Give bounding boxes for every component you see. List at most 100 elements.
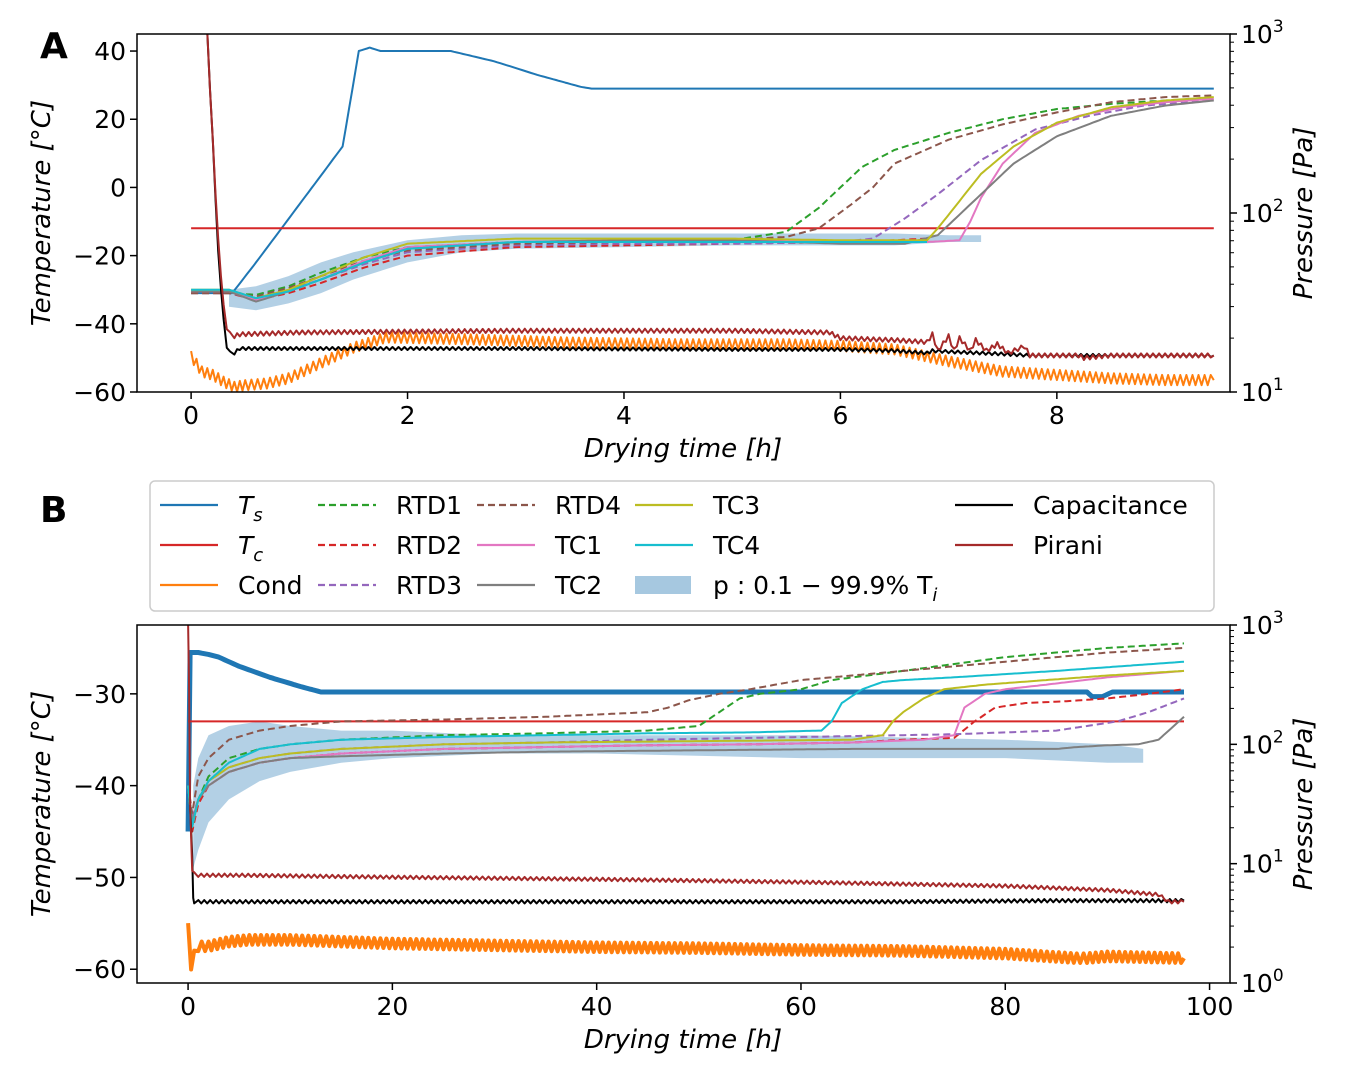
legend-item-tc2-label: TC2 xyxy=(554,571,602,600)
panel-a-series-capacitance xyxy=(206,34,1215,358)
panel-a-series-pirani xyxy=(206,34,1215,361)
legend-item-ts-label-subscript: s xyxy=(253,505,262,526)
panel-a-y-tick-label: −60 xyxy=(73,378,126,407)
panel-a-y-tick-label: 0 xyxy=(110,173,126,202)
panel-b-y-tick-label: −60 xyxy=(73,955,126,984)
legend-item-cond-label-text: Cond xyxy=(238,571,302,600)
panel-a-y-tick-label: 20 xyxy=(94,105,126,134)
panel-b-x-tick-label: 60 xyxy=(785,992,817,1021)
panel-b-y2-tick-label: 100 xyxy=(1241,966,1284,998)
panel-a-x-tick-label: 6 xyxy=(832,401,848,430)
legend-item-tc4-label-text: TC4 xyxy=(712,531,760,560)
legend-item-capacitance-label: Capacitance xyxy=(1033,491,1188,520)
panel-b-y-tick-label: −40 xyxy=(73,772,126,801)
panel-b-y2-tick-exponent: 0 xyxy=(1273,966,1284,986)
legend-item-band-label-text: p : 0.1 − 99.9% T xyxy=(713,571,933,600)
panel-a-x-tick-label: 0 xyxy=(183,401,199,430)
panel-b-y-axis-title: Temperature [°C] xyxy=(27,691,57,917)
panel-a-series-tc4 xyxy=(191,241,927,300)
legend-item-band-swatch xyxy=(635,576,691,594)
panel-a-series-cond xyxy=(190,331,1215,392)
legend-item-rtd4-label: RTD4 xyxy=(555,491,621,520)
legend-item-band-label: p : 0.1 − 99.9% Ti xyxy=(713,571,937,606)
legend-item-rtd4-label-text: RTD4 xyxy=(555,491,621,520)
legend-item-tc-label-subscript: c xyxy=(253,545,263,566)
legend-item-tc-label-text: T xyxy=(238,531,255,560)
panel-a-plot-area xyxy=(190,34,1215,392)
legend-item-tc4-label: TC4 xyxy=(712,531,760,560)
panel-b-series-cond xyxy=(186,922,1186,972)
panel-a-y2-tick-exponent: 3 xyxy=(1273,17,1284,37)
panel-a-x-tick-label: 8 xyxy=(1049,401,1065,430)
panel-a-y-axis-title: Temperature [°C] xyxy=(27,100,57,326)
panel-b-x-tick-label: 0 xyxy=(180,992,196,1021)
legend-item-tc3-label: TC3 xyxy=(712,491,760,520)
panel-a-y2-tick-label: 103 xyxy=(1241,17,1284,49)
panel-b-y2-tick-exponent: 3 xyxy=(1273,608,1284,628)
panel-label-a: A xyxy=(40,26,68,67)
panel-b-series-rtd2 xyxy=(187,688,1185,833)
panel-a-y2-axis-title: Pressure [Pa] xyxy=(1289,127,1319,300)
panel-a-series-tc3 xyxy=(191,96,1214,300)
panel-b-series-ts xyxy=(185,650,1184,832)
panel-a-y2-tick-label: 102 xyxy=(1241,196,1284,228)
panel-b-x-axis-title: Drying time [h] xyxy=(584,1025,782,1055)
legend-item-cond-label: Cond xyxy=(238,571,302,600)
panel-b-series-rtd1 xyxy=(187,642,1185,833)
panel-b-x-tick-label: 40 xyxy=(581,992,613,1021)
legend-item-ts-label: Ts xyxy=(238,491,263,526)
panel-b-series-tc1 xyxy=(187,669,1185,824)
panel-b-y2-tick-label: 101 xyxy=(1241,847,1284,879)
panel-b-y2-tick-exponent: 1 xyxy=(1273,847,1284,867)
panel-b-x-tick-label: 20 xyxy=(376,992,408,1021)
panel-b-frame xyxy=(136,624,1231,984)
legend-item-pirani-label: Pirani xyxy=(1033,531,1103,560)
panel-a-x-tick-label: 2 xyxy=(400,401,416,430)
legend-item-tc1-label-text: TC1 xyxy=(554,531,602,560)
panel-a-chart: 0 2 4 6 8 −60 −40 −20 0 20 40 101 102 103 xyxy=(73,17,1283,430)
panel-b-plot-area xyxy=(185,625,1186,972)
panel-a-y-tick-label: −20 xyxy=(73,242,126,271)
legend-item-tc1-label: TC1 xyxy=(554,531,602,560)
legend-item-capacitance-label-text: Capacitance xyxy=(1033,491,1188,520)
panel-b-y2-tick-label: 102 xyxy=(1241,727,1284,759)
legend-item-ts-label-text: T xyxy=(238,491,255,520)
legend-item-rtd1-label-text: RTD1 xyxy=(396,491,462,520)
panel-a-x-axis-title: Drying time [h] xyxy=(584,434,782,464)
panel-b-ti-band xyxy=(193,721,1144,869)
legend-item-pirani-label-text: Pirani xyxy=(1033,531,1103,560)
panel-b-series-pirani xyxy=(187,625,1185,905)
legend-item-rtd1-label: RTD1 xyxy=(396,491,462,520)
legend-item-tc-label: Tc xyxy=(238,531,263,566)
panel-b-y-tick-label: −50 xyxy=(73,863,126,892)
panel-label-b: B xyxy=(40,490,67,531)
panel-b-series-rtd4 xyxy=(187,646,1185,815)
panel-a-x-tick-label: 4 xyxy=(616,401,632,430)
panel-b-y-tick-label: −30 xyxy=(73,680,126,709)
panel-b-y2-tick-exponent: 2 xyxy=(1273,727,1284,747)
panel-a-ti-band xyxy=(229,233,982,311)
legend-item-rtd3-label: RTD3 xyxy=(396,571,462,600)
legend-item-band-label-subscript: i xyxy=(932,585,937,606)
panel-b-series-tc4 xyxy=(187,660,1185,828)
panel-b-series-tc2 xyxy=(187,716,1185,824)
panel-b-series-capacitance xyxy=(189,805,1185,905)
panel-b-x-tick-label: 80 xyxy=(989,992,1021,1021)
legend-item-rtd3-label-text: RTD3 xyxy=(396,571,462,600)
panel-a-y-tick-label: 40 xyxy=(94,37,126,66)
panel-a-series-ts xyxy=(191,46,1214,295)
panel-b-x-tick-label: 100 xyxy=(1186,992,1234,1021)
panel-a-y2-tick-exponent: 1 xyxy=(1273,375,1284,395)
panel-a-series-rtd3 xyxy=(191,99,1214,300)
panel-a-y2-tick-exponent: 2 xyxy=(1273,196,1284,216)
panel-a-y-tick-label: −40 xyxy=(73,310,126,339)
legend-item-tc3-label-text: TC3 xyxy=(712,491,760,520)
panel-b-y2-axis-title: Pressure [Pa] xyxy=(1289,718,1319,891)
panel-b-y2-tick-label: 103 xyxy=(1241,608,1284,640)
panel-a-y2-tick-label: 101 xyxy=(1241,375,1284,407)
legend-item-tc2-label-text: TC2 xyxy=(554,571,602,600)
legend-item-rtd2-label: RTD2 xyxy=(396,531,462,560)
